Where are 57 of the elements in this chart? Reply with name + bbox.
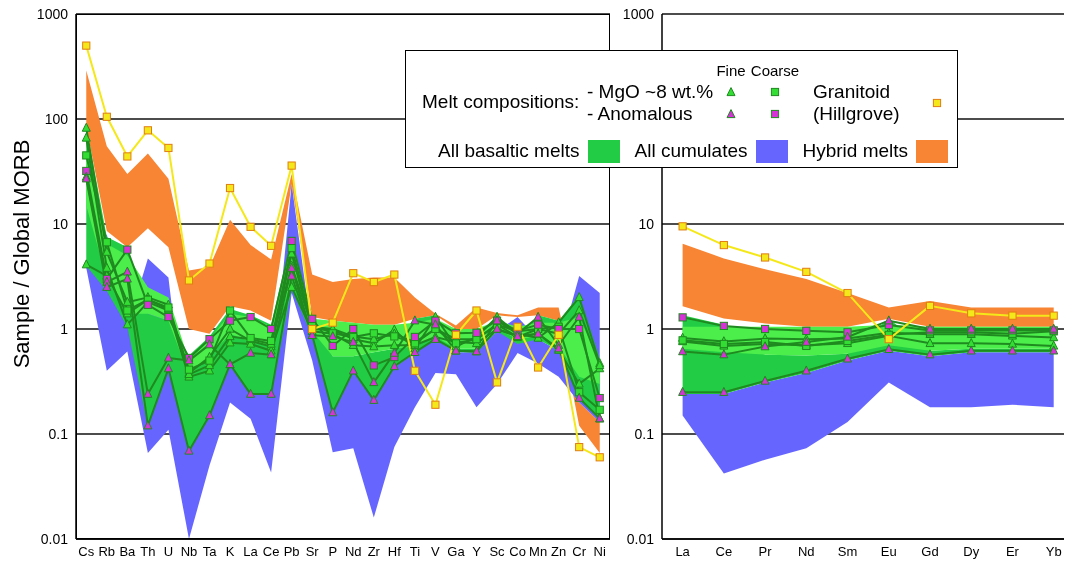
legend-label: Granitoid (Hillgrove) [813,81,901,125]
x-tick-label: Eu [880,544,897,560]
x-tick-label: Gd [921,544,939,560]
x-tick-label: Nd [798,544,815,560]
x-tick-label: U [163,544,174,560]
y-tick-label: 10 [52,215,69,232]
x-tick-label: Zn [551,544,567,560]
legend-label: - Anomalous [587,103,693,125]
x-tick-label: Mn [529,544,548,560]
annotation: Coarse [749,62,801,80]
x-tick-label: La [243,544,259,560]
x-tick-label: Dy [963,544,980,560]
x-tick-label: Ce [262,544,280,560]
x-tick-label: Ce [715,544,733,560]
x-tick-label: Ti [409,544,421,560]
y-tick-label: 0.1 [48,425,69,442]
y-tick-label: 1000 [622,5,655,22]
x-tick-label: Ni [593,544,606,560]
y-axis-title: Sample / Global MORB [8,139,34,369]
x-tick-label: Th [140,544,156,560]
x-tick-label: Rb [98,544,116,560]
annotation: Fine [716,62,746,79]
x-tick-label: Er [1005,544,1020,560]
x-tick-label: Cs [78,544,95,560]
x-tick-label: Co [509,544,526,560]
x-tick-label: Pr [758,544,773,560]
y-tick-label: 0.1 [634,425,655,442]
y-tick-label: 1000 [36,5,69,22]
y-tick-label: 0.01 [626,530,655,547]
legend-title: Melt compositions: [422,91,580,113]
x-tick-label: Sm [837,544,858,560]
x-tick-label: Zr [367,544,381,560]
x-tick-label: Ta [202,544,218,560]
x-tick-label: Pb [283,544,300,560]
x-tick-label: Sr [305,544,320,560]
x-tick-label: Ba [119,544,137,560]
legend-label: Hybrid melts [802,140,909,162]
legend-label: - MgO ~8 wt.% [587,81,714,103]
legend-label: All basaltic melts [438,140,580,162]
x-tick-label: V [431,544,441,560]
x-tick-label: Y [472,544,482,560]
x-tick-label: Yb [1045,544,1062,560]
x-tick-label: La [675,544,691,560]
y-tick-label: 1 [60,320,69,337]
y-tick-label: 1 [646,320,655,337]
x-tick-label: Sc [489,544,506,560]
x-tick-label: P [328,544,338,560]
y-tick-label: 10 [638,215,655,232]
x-tick-label: Cr [572,544,587,560]
x-tick-label: Nb [180,544,198,560]
y-tick-label: 0.01 [40,530,69,547]
x-tick-label: Nd [344,544,362,560]
legend-label: All cumulates [634,140,748,162]
y-tick-label: 100 [44,110,69,127]
x-tick-label: K [225,544,235,560]
x-tick-label: Ga [447,544,466,560]
x-tick-label: Hf [387,544,402,560]
